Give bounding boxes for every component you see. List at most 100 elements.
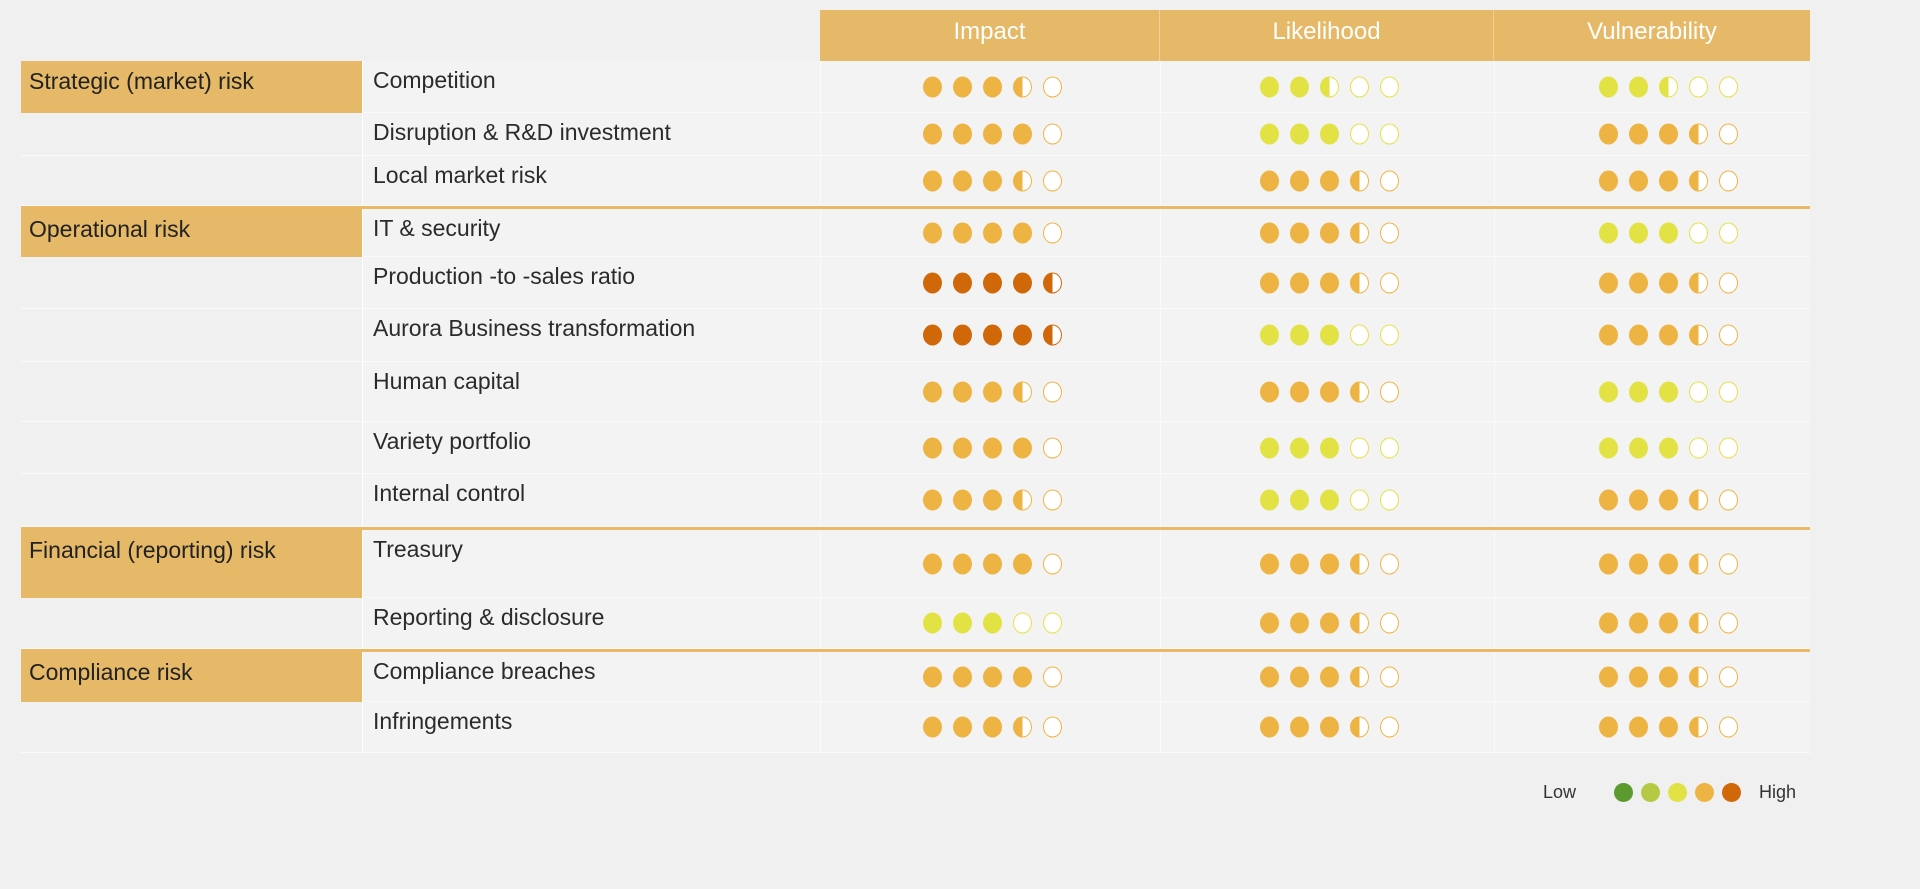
empty-dot	[1719, 716, 1738, 738]
vulnerability-cell	[1494, 362, 1810, 421]
empty-dot	[1043, 381, 1062, 402]
risk-name: Production -to -sales ratio	[362, 257, 820, 308]
empty-dot	[1350, 76, 1369, 97]
full-dot	[1599, 612, 1618, 634]
vulnerability-cell	[1494, 309, 1810, 361]
full-dot	[1599, 324, 1618, 346]
half-dot	[1350, 666, 1369, 687]
impact-cell	[820, 209, 1160, 256]
empty-dot	[1719, 324, 1738, 346]
empty-dot	[1689, 222, 1708, 243]
full-dot	[983, 76, 1002, 97]
full-dot	[1629, 553, 1648, 574]
empty-dot	[1043, 437, 1062, 458]
risk-name: Treasury	[362, 530, 820, 597]
table-row: Infringements	[21, 702, 1810, 753]
empty-dot	[1380, 437, 1399, 458]
empty-dot	[1043, 170, 1062, 191]
full-dot	[1659, 553, 1678, 574]
full-dot	[1260, 716, 1279, 738]
full-dot	[953, 716, 972, 738]
full-dot	[1290, 170, 1309, 191]
category-cell	[21, 257, 362, 308]
empty-dot	[1719, 612, 1738, 634]
full-dot	[983, 170, 1002, 191]
impact-cell	[820, 474, 1160, 526]
full-dot	[983, 489, 1002, 511]
table-row: Financial (reporting) risk Treasury	[21, 527, 1810, 598]
vulnerability-rating	[1599, 123, 1738, 145]
full-dot	[1629, 612, 1648, 634]
full-dot	[1260, 170, 1279, 191]
empty-dot	[1380, 324, 1399, 346]
empty-dot	[1689, 76, 1708, 97]
likelihood-cell	[1160, 652, 1494, 701]
full-dot	[1290, 76, 1309, 97]
risk-name: Infringements	[362, 702, 820, 752]
full-dot	[983, 272, 1002, 293]
category-cell	[21, 156, 362, 205]
half-dot	[1013, 381, 1032, 402]
likelihood-rating	[1260, 170, 1399, 191]
full-dot	[923, 170, 942, 191]
category-cell	[21, 422, 362, 473]
half-dot	[1043, 324, 1062, 346]
vulnerability-rating	[1599, 272, 1738, 293]
empty-dot	[1380, 381, 1399, 402]
vulnerability-rating	[1599, 553, 1738, 574]
vulnerability-rating	[1599, 437, 1738, 458]
full-dot	[1629, 489, 1648, 511]
half-dot	[1689, 123, 1708, 145]
full-dot	[1659, 666, 1678, 687]
full-dot	[1320, 381, 1339, 402]
half-dot	[1320, 76, 1339, 97]
full-dot	[1013, 553, 1032, 574]
impact-cell	[820, 702, 1160, 752]
table-row: Compliance risk Compliance breaches	[21, 649, 1810, 702]
likelihood-rating	[1260, 272, 1399, 293]
vulnerability-cell	[1494, 474, 1810, 526]
full-dot	[1290, 553, 1309, 574]
full-dot	[1320, 553, 1339, 574]
full-dot	[1629, 170, 1648, 191]
half-dot	[1013, 716, 1032, 738]
full-dot	[1599, 222, 1618, 243]
full-dot	[953, 553, 972, 574]
impact-cell	[820, 61, 1160, 112]
table-row: Human capital	[21, 362, 1810, 422]
category-label: Strategic (market) risk	[21, 61, 362, 113]
empty-dot	[1043, 612, 1062, 634]
half-dot	[1659, 76, 1678, 97]
full-dot	[1260, 612, 1279, 634]
full-dot	[953, 666, 972, 687]
empty-dot	[1380, 489, 1399, 511]
category-cell: Strategic (market) risk	[21, 61, 362, 113]
likelihood-cell	[1160, 309, 1494, 361]
column-header-likelihood: Likelihood	[1160, 10, 1494, 61]
likelihood-rating	[1260, 123, 1399, 145]
vulnerability-cell	[1494, 113, 1810, 155]
likelihood-cell	[1160, 113, 1494, 155]
half-dot	[1689, 324, 1708, 346]
category-cell	[21, 598, 362, 648]
vulnerability-cell	[1494, 598, 1810, 648]
legend-dot-dark-green	[1614, 783, 1634, 802]
full-dot	[1013, 437, 1032, 458]
empty-dot	[1689, 381, 1708, 402]
table-row: Strategic (market) risk Competition	[21, 61, 1810, 113]
risk-name: Variety portfolio	[362, 422, 820, 473]
category-cell	[21, 474, 362, 526]
full-dot	[1290, 666, 1309, 687]
full-dot	[923, 222, 942, 243]
empty-dot	[1350, 489, 1369, 511]
full-dot	[1659, 324, 1678, 346]
legend: Low High	[1543, 782, 1796, 803]
impact-cell	[820, 309, 1160, 361]
full-dot	[1260, 666, 1279, 687]
empty-dot	[1719, 123, 1738, 145]
full-dot	[1629, 76, 1648, 97]
full-dot	[983, 222, 1002, 243]
impact-rating	[923, 222, 1062, 243]
full-dot	[953, 170, 972, 191]
full-dot	[1599, 170, 1618, 191]
